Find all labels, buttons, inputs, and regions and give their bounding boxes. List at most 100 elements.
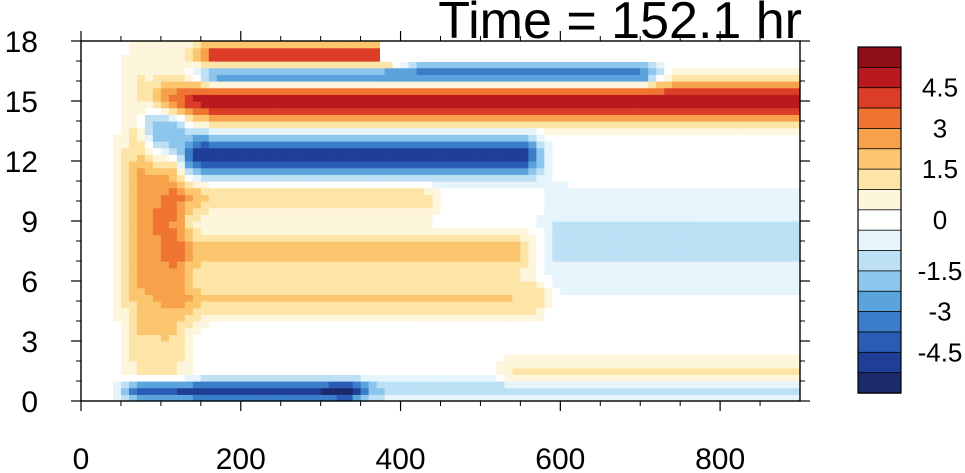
heatmap-cell [400,181,410,189]
heatmap-cell [696,241,705,249]
heatmap-cell [272,367,282,375]
heatmap-cell [224,141,234,149]
heatmap-cell [216,294,226,302]
heatmap-cell [664,121,673,129]
heatmap-cell [552,194,561,202]
heatmap-cell [488,354,498,362]
heatmap-cell [552,254,561,262]
heatmap-cell [352,241,362,249]
heatmap-cell [368,207,378,215]
heatmap-cell [560,221,569,229]
heatmap-cell [304,314,314,322]
heatmap-cell [104,301,114,309]
heatmap-cell [224,367,234,375]
heatmap-cell [264,101,274,109]
heatmap-cell [760,87,769,95]
heatmap-cell [672,234,681,242]
heatmap-cell [472,234,482,242]
heatmap-cell [240,107,250,115]
heatmap-cell [144,341,154,349]
heatmap-cell [752,67,761,75]
heatmap-cell [144,114,154,122]
heatmap-cell [512,107,521,115]
heatmap-cell [144,94,154,102]
heatmap-cell [336,101,346,109]
heatmap-cell [632,201,641,209]
heatmap-cell [136,207,146,215]
heatmap-cell [608,227,617,235]
heatmap-cell [744,121,753,129]
heatmap-cell [432,121,442,129]
heatmap-cell [584,94,593,102]
heatmap-cell [408,134,418,142]
heatmap-cell [760,321,769,329]
heatmap-cell [432,187,442,195]
heatmap-cell [512,261,521,269]
heatmap-cell [600,161,609,169]
heatmap-cell [488,207,498,215]
heatmap-cell [176,381,186,389]
heatmap-cell [168,154,178,162]
heatmap-cell [248,41,258,49]
heatmap-cell [368,334,378,342]
heatmap-cell [600,214,609,222]
heatmap-cell [344,261,354,269]
heatmap-cell [712,161,721,169]
heatmap-cell [184,241,194,249]
heatmap-cell [696,387,705,395]
heatmap-cell [640,367,649,375]
heatmap-cell [552,87,561,95]
heatmap-cell [120,161,130,169]
heatmap-cell [224,294,234,302]
heatmap-cell [624,94,633,102]
heatmap-cell [432,281,442,289]
heatmap-cell [600,181,609,189]
heatmap-cell [432,361,442,369]
heatmap-cell [696,147,705,155]
heatmap-cell [720,327,729,335]
heatmap-cell [176,201,186,209]
heatmap-cell [328,327,338,335]
heatmap-cell [712,154,721,162]
heatmap-cell [256,127,266,135]
heatmap-cell [704,274,713,282]
heatmap-cell [184,174,194,182]
heatmap-cell [648,267,657,275]
heatmap-cell [704,61,713,69]
heatmap-cell [168,367,178,375]
heatmap-cell [496,107,506,115]
heatmap-cell [472,174,482,182]
heatmap-cell [216,314,226,322]
heatmap-cell [104,181,114,189]
heatmap-cell [320,127,330,135]
heatmap-cell [192,301,202,309]
heatmap-cell [648,367,657,375]
heatmap-cell [328,334,338,342]
heatmap-cell [192,381,202,389]
heatmap-cell [768,261,777,269]
heatmap-cell [504,394,513,401]
heatmap-cell [480,267,490,275]
heatmap-cell [176,141,186,149]
heatmap-cell [344,154,354,162]
heatmap-cell [648,187,657,195]
heatmap-cell [760,141,769,149]
heatmap-cell [144,61,154,69]
heatmap-cell [288,61,298,69]
heatmap-cell [208,214,218,222]
heatmap-cell [696,81,705,89]
heatmap-cell [448,181,458,189]
heatmap-cell [408,141,418,149]
heatmap-cell [224,307,234,315]
heatmap-cell [632,321,641,329]
heatmap-cell [768,201,777,209]
heatmap-cell [776,327,785,335]
heatmap-cell [272,67,282,75]
heatmap-cell [632,241,641,249]
heatmap-cell [640,94,649,102]
heatmap-cell [352,287,362,295]
heatmap-cell [448,381,458,389]
heatmap-cell [608,301,617,309]
heatmap-cell [680,281,689,289]
heatmap-cell [696,194,705,202]
